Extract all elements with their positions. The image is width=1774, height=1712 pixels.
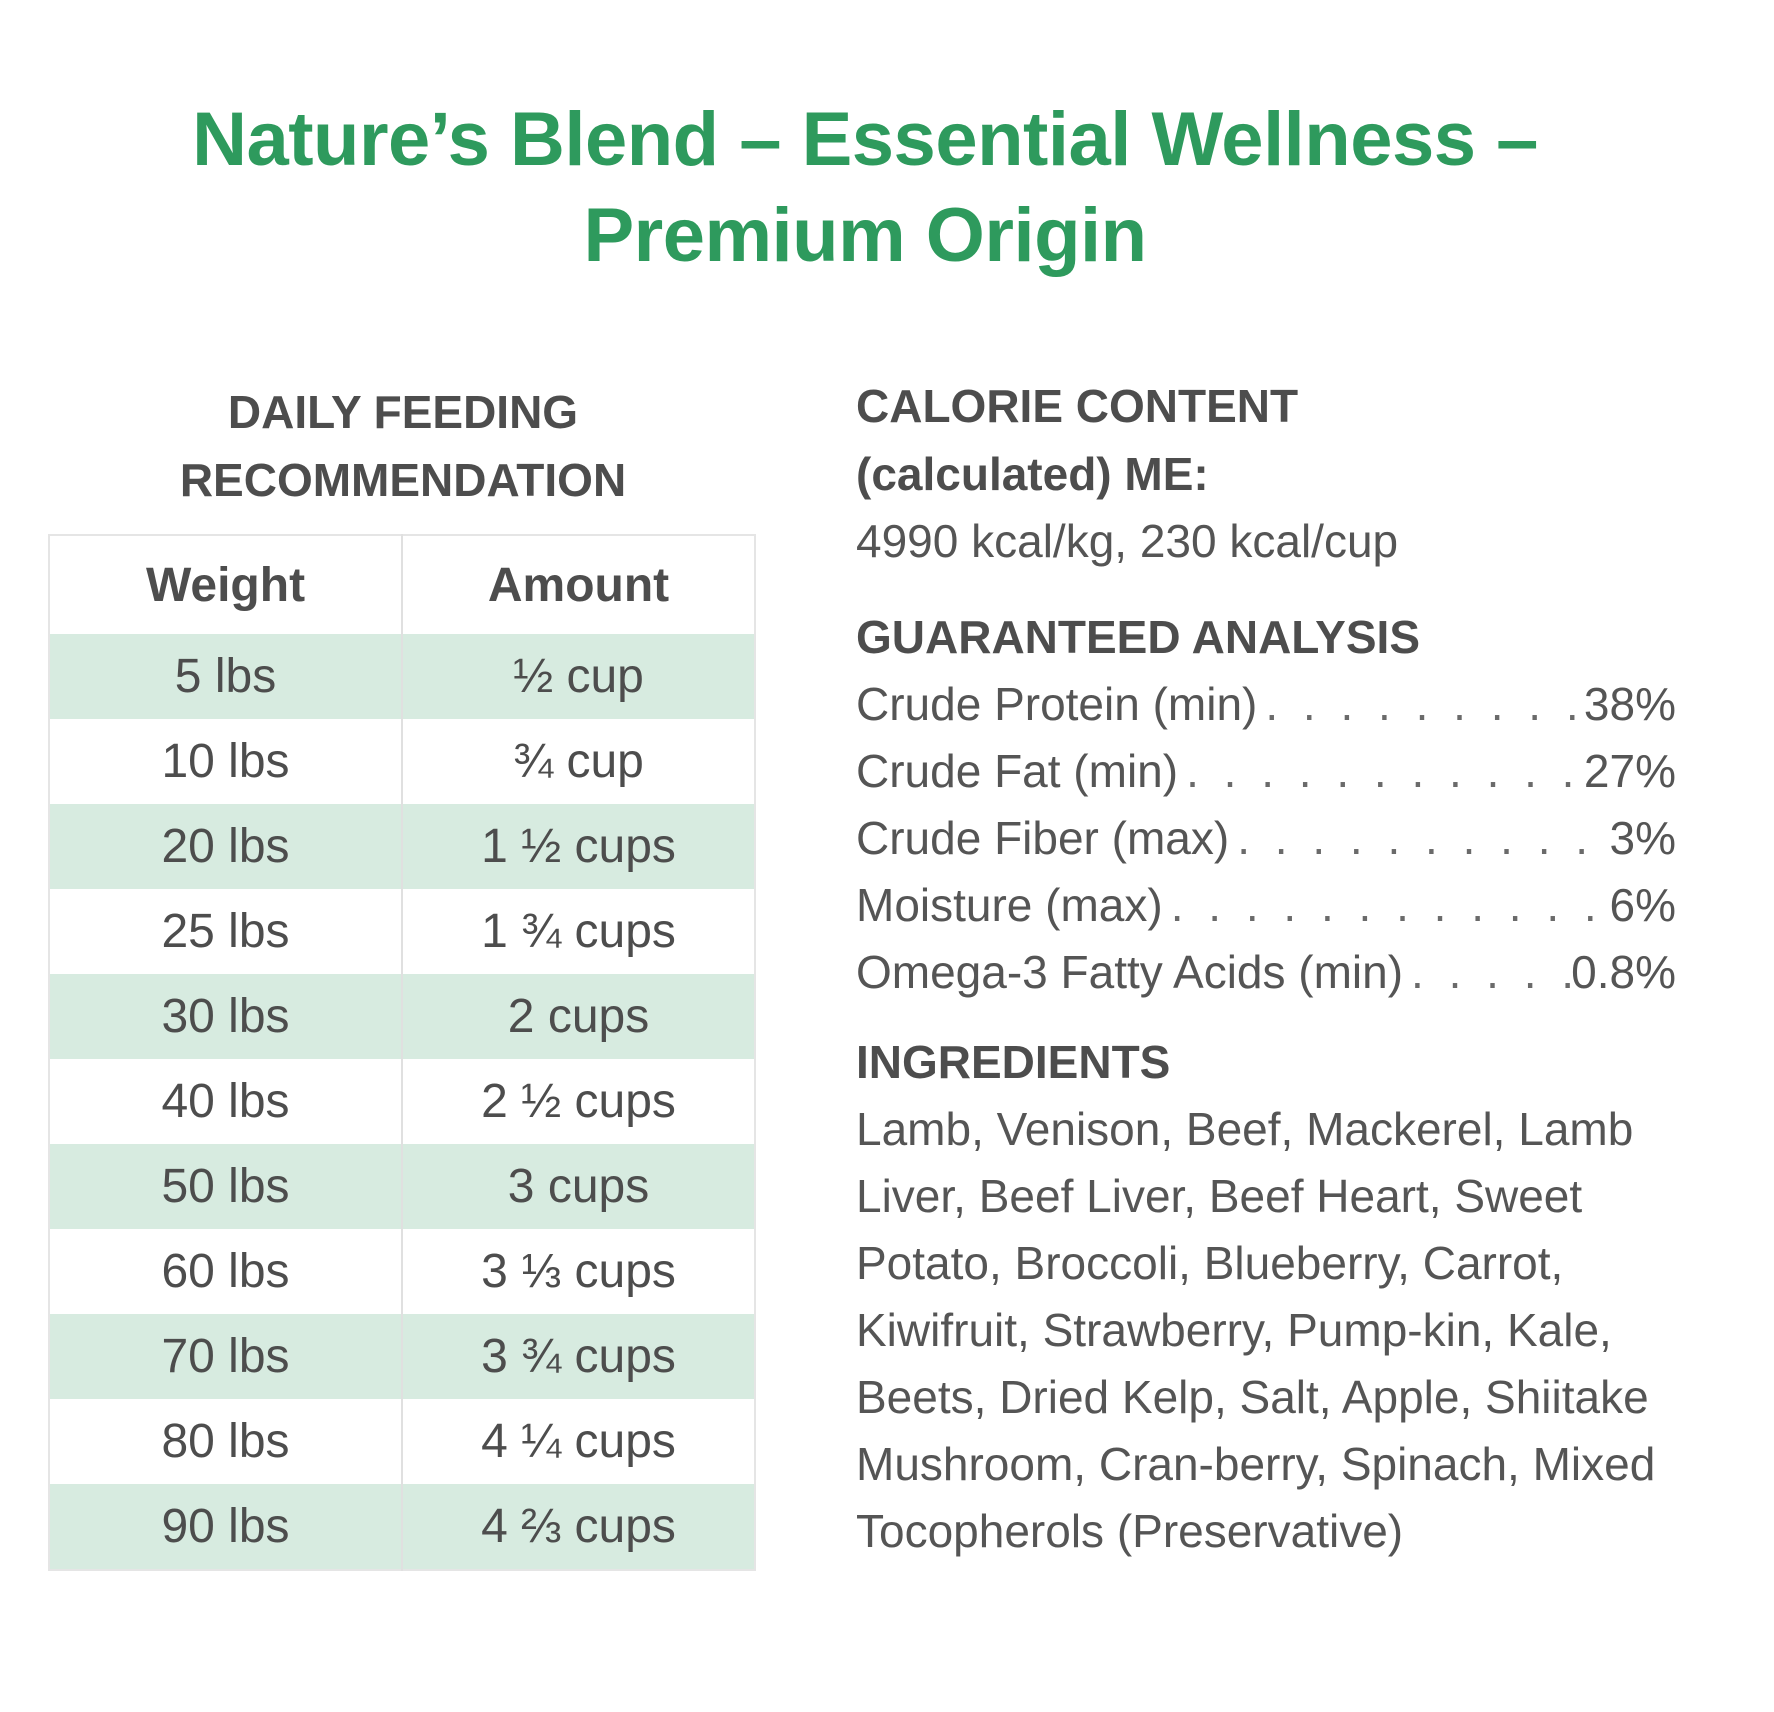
weight-column-header: Weight [49,535,402,634]
analysis-label: Moisture (max) [856,879,1163,931]
weight-cell: 50 lbs [49,1144,402,1229]
analysis-row: Crude Protein (min) 38% [856,671,1676,738]
table-row: 10 lbs ¾ cup [49,719,755,804]
table-row: 40 lbs 2 ½ cups [49,1059,755,1144]
amount-cell: 3 cups [401,1144,755,1229]
table-row: 70 lbs 3 ¾ cups [49,1314,755,1399]
analysis-value: 38% [1583,678,1676,730]
weight-cell: 80 lbs [49,1399,402,1484]
table-row: 20 lbs 1 ½ cups [49,804,755,889]
amount-cell: 4 ⅔ cups [401,1484,755,1570]
feeding-heading-line-1: DAILY FEEDING [227,386,579,438]
analysis-value: 3% [1609,812,1676,864]
amount-cell: ½ cup [401,634,755,719]
table-row: 25 lbs 1 ¾ cups [49,889,755,974]
calorie-value: 4990 kcal/kg, 230 kcal/cup [856,515,1399,567]
ingredients-heading: INGREDIENTS [856,1036,1171,1088]
product-title-line-2: Premium Origin [583,193,1147,278]
calorie-content-section: CALORIE CONTENT (calculated) ME: 4990 kc… [856,372,1676,575]
calorie-heading-line-2: (calculated) ME: [856,448,1209,500]
weight-cell: 25 lbs [49,889,402,974]
amount-cell: 2 ½ cups [401,1059,755,1144]
weight-cell: 20 lbs [49,804,402,889]
amount-cell: 3 ¾ cups [401,1314,755,1399]
feeding-table-header-row: Weight Amount [49,535,755,634]
table-row: 90 lbs 4 ⅔ cups [49,1484,755,1570]
nutrition-info-column: CALORIE CONTENT (calculated) ME: 4990 kc… [856,372,1676,1565]
feeding-heading: DAILY FEEDING RECOMMENDATION [48,378,758,514]
weight-cell: 60 lbs [49,1229,402,1314]
weight-cell: 70 lbs [49,1314,402,1399]
amount-cell: ¾ cup [401,719,755,804]
dot-leader [1163,872,1610,939]
feeding-table: Weight Amount 5 lbs ½ cup 10 lbs ¾ cup 2… [48,534,756,1571]
analysis-row: Crude Fat (min) 27% [856,738,1676,805]
table-row: 50 lbs 3 cups [49,1144,755,1229]
feeding-heading-line-2: RECOMMENDATION [179,454,627,506]
guaranteed-analysis-section: GUARANTEED ANALYSIS Crude Protein (min) … [856,603,1676,1006]
amount-cell: 3 ⅓ cups [401,1229,755,1314]
analysis-label: Crude Protein (min) [856,678,1258,730]
analysis-value: 27% [1583,745,1676,797]
weight-cell: 10 lbs [49,719,402,804]
weight-cell: 40 lbs [49,1059,402,1144]
table-row: 60 lbs 3 ⅓ cups [49,1229,755,1314]
ingredients-section: INGREDIENTS Lamb, Venison, Beef, Mackere… [856,1028,1676,1565]
analysis-value: 0.8% [1571,946,1676,998]
dot-leader [1257,671,1584,738]
analysis-label: Crude Fiber (max) [856,812,1230,864]
guaranteed-analysis-heading: GUARANTEED ANALYSIS [856,611,1420,663]
ingredients-list: Lamb, Venison, Beef, Mackerel, Lamb Live… [856,1103,1656,1557]
dot-leader [1178,738,1584,805]
dot-leader [1229,805,1609,872]
amount-cell: 4 ¼ cups [401,1399,755,1484]
analysis-value: 6% [1609,879,1676,931]
analysis-label: Crude Fat (min) [856,745,1179,797]
table-row: 5 lbs ½ cup [49,634,755,719]
amount-cell: 2 cups [401,974,755,1059]
amount-cell: 1 ½ cups [401,804,755,889]
product-title: Nature’s Blend – Essential Wellness – Pr… [0,92,1730,284]
analysis-row: Crude Fiber (max) 3% [856,805,1676,872]
analysis-row: Moisture (max) 6% [856,872,1676,939]
amount-cell: 1 ¾ cups [401,889,755,974]
dot-leader [1403,939,1571,1006]
table-row: 80 lbs 4 ¼ cups [49,1399,755,1484]
analysis-label: Omega-3 Fatty Acids (min) [856,946,1404,998]
product-title-line-1: Nature’s Blend – Essential Wellness – [192,97,1538,182]
amount-column-header: Amount [401,535,755,634]
calorie-heading-line-1: CALORIE CONTENT [856,380,1299,432]
weight-cell: 30 lbs [49,974,402,1059]
weight-cell: 90 lbs [49,1484,402,1570]
analysis-row: Omega-3 Fatty Acids (min) 0.8% [856,939,1676,1006]
table-row: 30 lbs 2 cups [49,974,755,1059]
weight-cell: 5 lbs [49,634,402,719]
